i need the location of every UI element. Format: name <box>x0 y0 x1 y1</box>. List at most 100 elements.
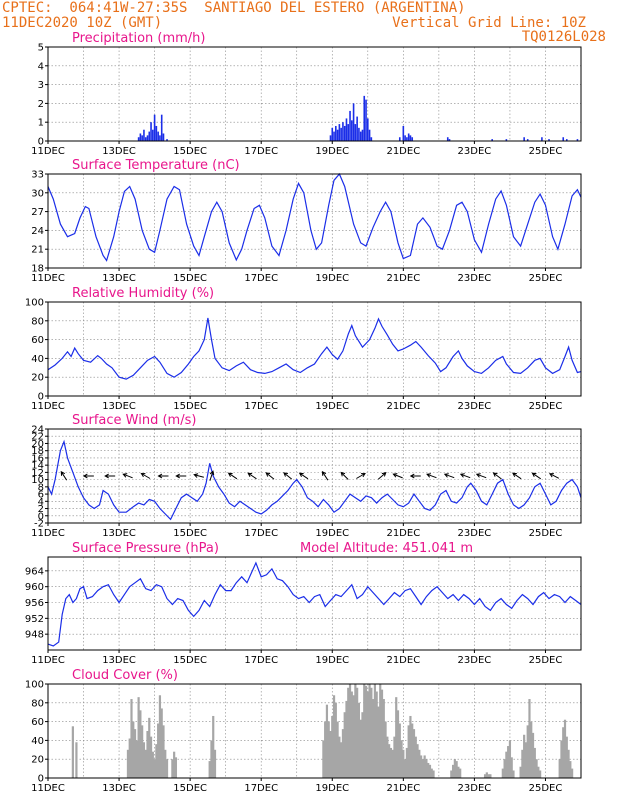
humidity-xtick-label: 13DEC <box>102 401 136 412</box>
cloud-bar <box>405 747 408 778</box>
wind-xtick-label: 19DEC <box>315 528 349 539</box>
cloud-bar <box>133 729 137 778</box>
cloud-bar <box>388 744 391 778</box>
cloud-bar <box>416 744 419 778</box>
precip-xtick-label: 15DEC <box>173 146 207 157</box>
cloud-bar <box>402 749 405 778</box>
cloud-bar <box>560 740 563 778</box>
precip-bar <box>365 99 367 141</box>
precip-ytick-label: 2 <box>38 99 44 110</box>
wind-ytick-label: 22 <box>31 432 44 443</box>
wind-direction-arrow <box>548 473 560 479</box>
cloud-bar <box>519 766 522 778</box>
precip-bar <box>361 129 364 141</box>
temp-ytick-label: 24 <box>31 226 44 237</box>
pressure-xtick-label: 17DEC <box>244 655 278 666</box>
cloud-bar <box>164 749 167 778</box>
humidity-xtick-label: 15DEC <box>173 401 207 412</box>
wind-direction-arrow <box>492 472 502 480</box>
wind-ytick-label: 18 <box>31 446 44 457</box>
temp-ytick-label: 21 <box>31 245 44 256</box>
cloud-bar <box>338 736 341 778</box>
temp-xtick-label: 11DEC <box>31 273 65 284</box>
wind-direction-arrow <box>265 472 275 480</box>
wind-direction-arrow <box>122 473 133 479</box>
humidity-xtick-label: 23DEC <box>458 401 492 412</box>
cloud-bar <box>157 723 160 778</box>
precip-bar <box>446 137 449 141</box>
wind-ytick-label: 6 <box>38 490 44 501</box>
cloud-bar <box>535 759 538 778</box>
wind-direction-arrow <box>356 472 366 479</box>
wind-ytick-label: 20 <box>31 439 44 450</box>
cloud-bar <box>329 731 332 778</box>
pressure-xtick-label: 19DEC <box>315 655 349 666</box>
temp-xtick-label: 23DEC <box>458 273 492 284</box>
cloud-bar <box>489 774 492 778</box>
precip-bar <box>358 127 360 141</box>
wind-xtick-label: 11DEC <box>31 528 65 539</box>
cloud-bar <box>149 736 153 778</box>
cloud-ytick-label: 60 <box>31 717 44 728</box>
cloud-bar <box>407 725 410 778</box>
cloud-bar <box>352 695 355 778</box>
station-header: CPTEC: 064:41W-27:35S SANTIAGO DEL ESTER… <box>2 0 466 16</box>
precip-bar <box>166 139 168 141</box>
wind-direction-arrow <box>104 473 116 479</box>
cloud-bar <box>393 736 396 778</box>
cloud-bar <box>563 719 567 778</box>
cloud-bar <box>539 770 542 778</box>
wind-direction-arrow <box>459 473 471 479</box>
cloud-bar <box>173 751 176 778</box>
cloud-bar <box>128 738 131 778</box>
precip-bar <box>411 137 414 141</box>
precip-bar <box>368 129 371 141</box>
precip-bar <box>343 125 346 141</box>
cloud-bar <box>75 742 78 778</box>
cloud-bar <box>418 749 421 778</box>
cloud-bar <box>212 715 215 778</box>
precip-frame <box>47 46 582 142</box>
wind-direction-arrow <box>175 473 187 479</box>
model-altitude-label: Model Altitude: 451.041 m <box>300 541 473 556</box>
pressure-xtick-label: 21DEC <box>386 655 420 666</box>
cloud-bar <box>507 746 510 778</box>
precip-bar <box>347 124 350 141</box>
wind-ytick-label: -2 <box>34 519 44 530</box>
wind-xtick-label: 23DEC <box>458 528 492 539</box>
cloud-bar <box>421 759 424 778</box>
grid-line-label: Vertical Grid Line: 10Z <box>392 15 586 31</box>
cloud-bar <box>373 684 377 778</box>
cloud-bar <box>151 751 154 778</box>
wind-xtick-label: 15DEC <box>173 528 207 539</box>
temp-xtick-label: 25DEC <box>529 273 563 284</box>
precip-bar <box>448 139 451 141</box>
cloud-bar <box>565 736 568 778</box>
precip-bar <box>152 129 154 141</box>
cloud-bar <box>423 755 426 778</box>
precip-bar <box>162 133 165 141</box>
precip-bar <box>336 129 339 141</box>
cloud-ytick-label: 100 <box>25 680 44 691</box>
cloud-bar <box>345 700 348 778</box>
cloud-bar <box>155 744 158 778</box>
pressure-xtick-label: 13DEC <box>102 655 136 666</box>
cloud-bar <box>524 742 528 778</box>
cloud-bar <box>379 684 382 778</box>
cloud-ytick-label: 0 <box>38 774 44 785</box>
wind-xtick-label: 17DEC <box>244 528 278 539</box>
cloud-bar <box>428 764 432 778</box>
wind-direction-arrow <box>321 470 329 481</box>
wind-direction-arrow <box>60 470 68 481</box>
pressure-title: Surface Pressure (hPa) <box>72 541 219 556</box>
humidity-ytick-label: 60 <box>31 335 44 346</box>
cloud-bar <box>457 766 460 778</box>
wind-ytick-label: 2 <box>38 504 44 515</box>
pressure-xtick-label: 15DEC <box>173 655 207 666</box>
cloud-bar <box>503 759 506 778</box>
cloud-bar <box>361 712 364 778</box>
humidity-xtick-label: 25DEC <box>529 401 563 412</box>
cloud-bar <box>162 725 165 778</box>
cloud-bar <box>347 687 350 778</box>
cloud-bar <box>455 761 458 778</box>
